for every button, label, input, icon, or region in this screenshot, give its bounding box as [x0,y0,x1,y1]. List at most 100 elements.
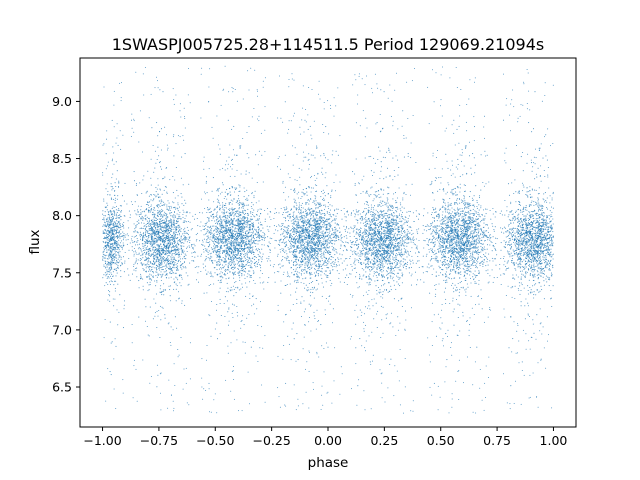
data-point [115,223,117,224]
data-point [217,261,219,263]
data-point [144,242,146,244]
data-point [167,209,169,211]
data-point [156,231,158,233]
data-point [124,215,126,217]
data-point [255,239,257,241]
data-point [243,237,245,240]
data-point [181,242,183,244]
data-point [115,267,117,270]
data-point [102,172,104,174]
data-point [202,225,204,227]
data-point [257,243,259,245]
data-point [148,233,150,235]
data-point [242,205,244,208]
data-point [266,260,269,262]
data-point [114,222,116,224]
data-point [257,232,259,234]
data-point [177,256,179,258]
data-point [159,291,161,293]
data-point [341,241,343,243]
data-point [268,241,270,243]
data-point [174,240,176,242]
data-point [233,330,235,332]
data-point [159,258,161,260]
data-point [166,225,168,227]
data-point [117,265,119,267]
data-point [128,274,130,276]
data-point [147,241,149,243]
data-point [243,248,245,250]
data-point [225,227,227,229]
data-point [246,189,248,191]
data-point [135,258,137,260]
data-point [161,208,163,210]
data-point [226,244,228,246]
data-point [162,231,165,233]
data-point [241,270,243,272]
data-point [241,267,243,269]
data-point [115,243,117,245]
data-point [108,257,110,259]
data-point [109,216,111,218]
data-point [171,268,173,270]
data-point [207,271,209,273]
data-point [207,257,209,259]
data-point [182,135,184,137]
data-point [241,230,243,232]
data-point [158,273,160,275]
data-point [249,297,251,300]
data-point [145,271,147,273]
data-point [148,289,150,291]
data-point [106,251,108,253]
data-point [158,251,160,253]
data-point [180,218,182,220]
data-point [242,269,244,271]
data-point [180,228,182,230]
data-point [130,238,133,240]
data-point [212,213,214,215]
data-point [219,218,221,220]
data-point [155,191,157,193]
data-point [146,230,148,232]
data-point [152,253,154,255]
data-point [242,207,244,209]
data-point [153,264,155,266]
data-point [109,245,112,247]
data-point [151,223,153,225]
data-point [189,239,191,242]
data-point [156,280,158,282]
data-point [115,217,117,219]
data-point [260,236,262,238]
data-point [189,212,191,214]
data-point [214,245,217,247]
data-point [155,247,157,249]
data-point [217,201,219,203]
data-point [107,283,109,285]
data-point [153,215,155,217]
data-point [164,241,166,243]
data-point [221,225,223,227]
data-point [212,240,214,242]
data-point [110,232,112,234]
data-point [240,218,242,220]
data-point [240,265,242,268]
data-point [152,237,154,239]
data-point [167,252,169,254]
data-point [113,90,115,92]
data-point [226,215,228,217]
data-point [327,242,329,244]
data-point [233,248,235,250]
data-point [248,274,250,276]
data-point [313,200,315,202]
data-point [146,263,148,265]
data-point [235,211,237,213]
data-point [257,240,259,242]
data-point [306,265,308,267]
data-point [204,233,207,235]
data-point [236,311,238,313]
data-point [219,225,221,227]
data-point [145,239,148,242]
data-point [178,206,181,208]
data-point [211,190,213,192]
data-point [268,230,270,232]
